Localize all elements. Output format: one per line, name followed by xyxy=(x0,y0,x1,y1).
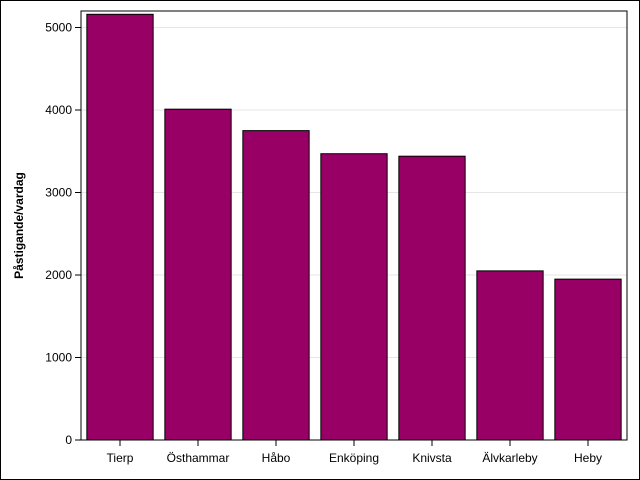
y-axis-title: Påstigande/vardag xyxy=(12,172,26,279)
bar-2 xyxy=(242,130,310,441)
y-tick-label: 0 xyxy=(65,433,72,447)
x-tick-label: Älvkarleby xyxy=(482,451,537,465)
x-tick-label: Enköping xyxy=(329,451,379,465)
x-axis-ticks: Tierp Östhammar Håbo Enköping Knivsta Älvkarl… xyxy=(107,440,602,465)
y-tick-label: 1000 xyxy=(45,351,72,365)
bar-6 xyxy=(554,278,622,441)
y-tick-label: 2000 xyxy=(45,268,72,282)
x-tick-label: Östhammar xyxy=(167,451,230,465)
bar-3 xyxy=(320,153,388,441)
y-tick-label: 4000 xyxy=(45,103,72,117)
y-tick-label: 5000 xyxy=(45,21,72,35)
x-tick-label: Tierp xyxy=(107,451,134,465)
y-axis-ticks: 0 1000 2000 3000 4000 5000 xyxy=(45,21,81,447)
x-tick-label: Knivsta xyxy=(412,451,452,465)
x-tick-label: Håbo xyxy=(262,451,291,465)
bar-0 xyxy=(86,13,154,441)
bars xyxy=(86,13,622,441)
bar-5 xyxy=(476,270,544,441)
x-tick-label: Heby xyxy=(574,451,602,465)
y-tick-label: 3000 xyxy=(45,186,72,200)
bar-1 xyxy=(164,108,232,441)
bar-4 xyxy=(398,155,466,441)
